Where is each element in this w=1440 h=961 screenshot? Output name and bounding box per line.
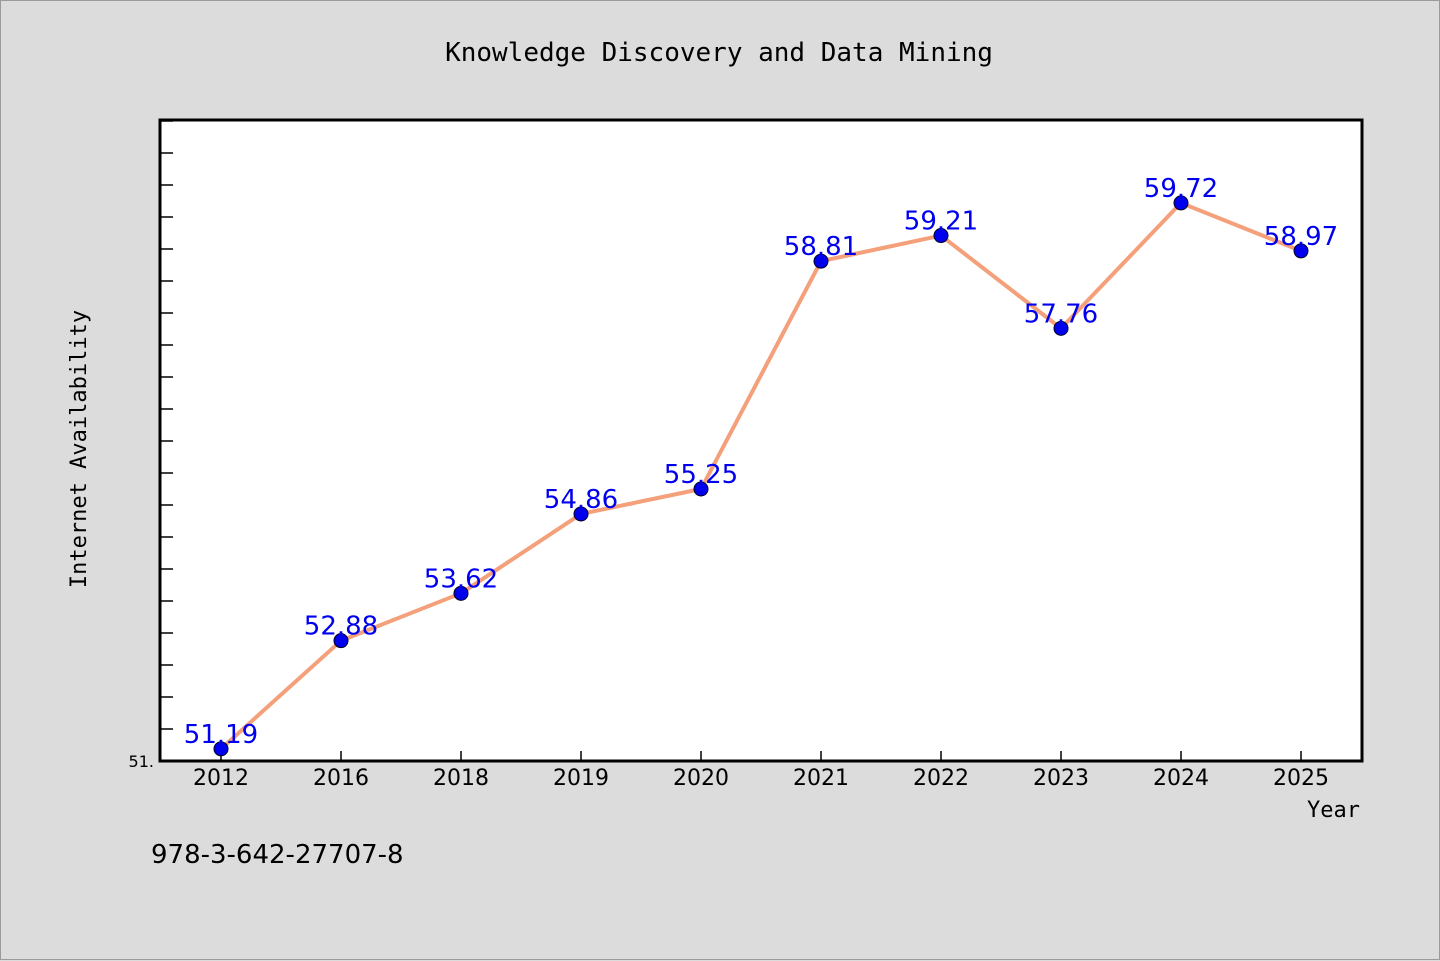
series-line [219,200,1302,751]
data-point [573,506,589,522]
x-tick-label: 2020 [673,766,729,791]
data-label: 58.97 [1264,222,1338,252]
data-point [1053,320,1069,336]
x-tick-label: 2012 [193,766,249,791]
x-axis-ticks: 2012 2016 2018 2019 2020 2021 2022 2023 2024 2025 [193,751,1329,791]
y-axis-label: Internet Availability [67,310,92,588]
series-group: 51.19 52.88 53.62 54.86 55.25 58.81 59.21 57.76… [184,174,1338,757]
x-tick-label: 2019 [553,766,609,791]
x-tick-label: 2018 [433,766,489,791]
y-tick-label: 51. [129,752,154,771]
data-point [933,228,949,244]
data-point [333,633,349,649]
data-label: 54.86 [544,485,618,515]
data-point [1173,195,1189,211]
x-tick-label: 2023 [1033,766,1089,791]
plot-area [158,118,1364,763]
data-label: 59.72 [1144,174,1218,204]
x-tick-label: 2022 [913,766,969,791]
data-label: 52.88 [304,612,378,642]
data-point [453,585,469,601]
x-tick-label: 2016 [313,766,369,791]
data-label: 51.19 [184,720,258,750]
y-axis-ticks [161,120,173,762]
x-tick-label: 2021 [793,766,849,791]
x-tick-label: 2024 [1153,766,1209,791]
data-label: 55.25 [664,460,738,490]
data-label: 59.21 [904,207,978,237]
x-axis-label: Year [1307,798,1360,823]
data-point [213,741,229,757]
data-point [693,481,709,497]
data-label: 58.81 [784,232,858,262]
data-point [813,253,829,269]
chart-title: Knowledge Discovery and Data Mining [445,38,993,68]
x-tick-label: 2025 [1273,766,1329,791]
data-point [1293,243,1309,259]
footer-text: 978-3-642-27707-8 [151,840,404,870]
data-label: 57.76 [1024,299,1098,329]
data-label: 53.62 [424,564,498,594]
